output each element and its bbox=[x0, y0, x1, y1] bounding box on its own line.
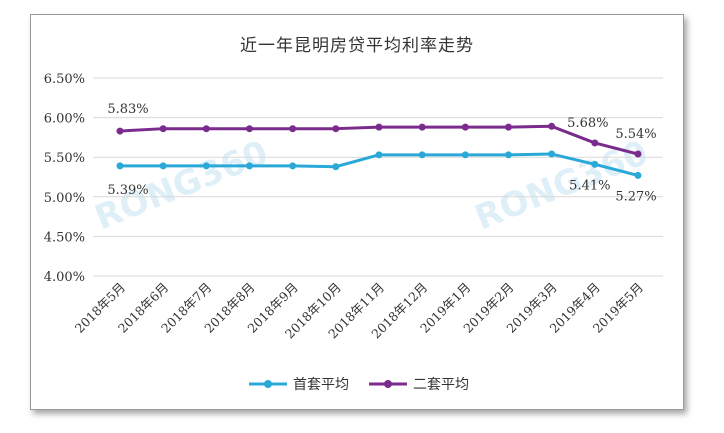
data-point bbox=[634, 150, 642, 158]
data-point bbox=[116, 127, 124, 135]
data-point bbox=[634, 171, 642, 179]
data-label: 5.68% bbox=[567, 116, 608, 131]
chart-title: 近一年昆明房贷平均利率走势 bbox=[240, 36, 474, 56]
series-1: 5.39% 5.41% 5.27% bbox=[107, 150, 657, 204]
legend-label: 二套平均 bbox=[413, 377, 469, 393]
data-point bbox=[591, 139, 599, 147]
data-point bbox=[159, 162, 167, 170]
data-point bbox=[159, 125, 167, 133]
data-point bbox=[246, 125, 253, 133]
y-tick-label: 5.50% bbox=[44, 151, 85, 166]
legend: 首套平均 二套平均 bbox=[249, 377, 469, 393]
data-point bbox=[202, 125, 210, 133]
data-point bbox=[461, 151, 469, 159]
line-chart: RONG360 RONG360 4.00%4.50%5.00%5.50%6.00%… bbox=[44, 72, 663, 393]
data-label: 5.41% bbox=[569, 178, 610, 193]
legend-swatch-marker bbox=[384, 380, 392, 388]
chart-frame: 近一年昆明房贷平均利率走势 RONG360 RONG360 4.00% 4.50% 5… bbox=[30, 14, 684, 410]
legend-label: 首套平均 bbox=[293, 377, 349, 393]
data-point bbox=[461, 123, 469, 131]
data-point bbox=[548, 122, 556, 130]
data-point bbox=[202, 162, 210, 170]
y-tick-label: 4.50% bbox=[44, 230, 85, 245]
watermark-text: RONG360 bbox=[469, 133, 653, 238]
data-point bbox=[591, 160, 599, 168]
data-point bbox=[246, 162, 253, 170]
y-tick-label: 4.00% bbox=[44, 270, 85, 285]
data-label: 5.27% bbox=[615, 189, 656, 204]
data-point bbox=[418, 151, 426, 159]
legend-item: 二套平均 bbox=[369, 377, 469, 393]
data-point bbox=[289, 162, 297, 170]
data-point bbox=[505, 151, 512, 159]
data-point bbox=[375, 123, 383, 131]
series-layer: 5.39% 5.41% 5.27% 5.83% 5.68% 5.54% bbox=[107, 102, 656, 204]
data-point bbox=[332, 163, 340, 171]
data-point bbox=[116, 162, 124, 170]
data-point bbox=[375, 151, 383, 159]
data-label: 5.39% bbox=[107, 183, 148, 198]
series-2: 5.83% 5.68% 5.54% bbox=[107, 102, 657, 158]
data-point bbox=[505, 123, 512, 131]
data-label: 5.83% bbox=[107, 102, 148, 117]
x-axis-ticks: 2018年5月2018年6月2018年7月2018年8月2018年9月2018年… bbox=[72, 280, 646, 342]
y-tick-label: 5.00% bbox=[44, 191, 85, 206]
data-point bbox=[418, 123, 426, 131]
y-axis-ticks: 4.00% 4.50% 5.00% 5.50% 6.00% 6.50% bbox=[44, 72, 85, 285]
y-tick-label: 6.00% bbox=[44, 112, 85, 127]
legend-swatch-marker bbox=[264, 380, 272, 388]
data-point bbox=[332, 125, 340, 133]
y-tick-label: 6.50% bbox=[44, 72, 85, 87]
legend-item: 首套平均 bbox=[249, 377, 349, 393]
data-point bbox=[289, 125, 297, 133]
data-label: 5.54% bbox=[615, 127, 656, 142]
data-point bbox=[548, 150, 556, 158]
